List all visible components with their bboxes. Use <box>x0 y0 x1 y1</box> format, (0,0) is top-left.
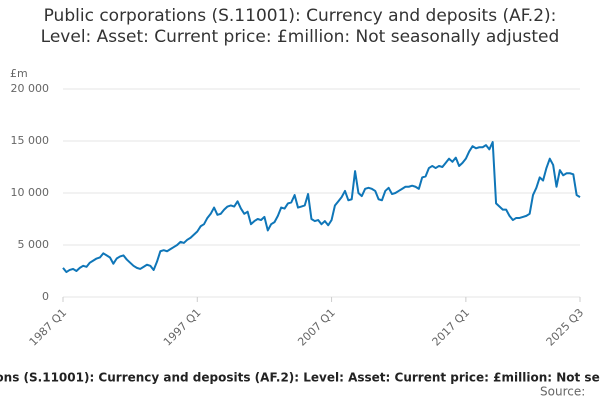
data-line <box>62 141 581 274</box>
y-tick-label: 10 000 <box>11 186 50 199</box>
y-tick-label: 20 000 <box>11 82 50 95</box>
x-tick-label: 1997 Q1 <box>161 306 204 349</box>
y-tick-label: 5 000 <box>18 238 50 251</box>
x-tick-label: 2017 Q1 <box>430 306 473 349</box>
y-tick-label: 0 <box>42 290 49 303</box>
x-tick-label: 2025 Q3 <box>544 306 587 349</box>
footer-title: Public corporations (S.11001): Currency … <box>0 371 600 385</box>
x-tick-label: 1987 Q1 <box>27 306 70 349</box>
chart-title: Public corporations (S.11001): Currency … <box>40 6 560 47</box>
y-unit: £m <box>10 67 28 80</box>
y-tick-label: 15 000 <box>11 134 50 147</box>
source-label: Source: <box>540 385 585 399</box>
x-tick-label: 2007 Q1 <box>295 306 338 349</box>
